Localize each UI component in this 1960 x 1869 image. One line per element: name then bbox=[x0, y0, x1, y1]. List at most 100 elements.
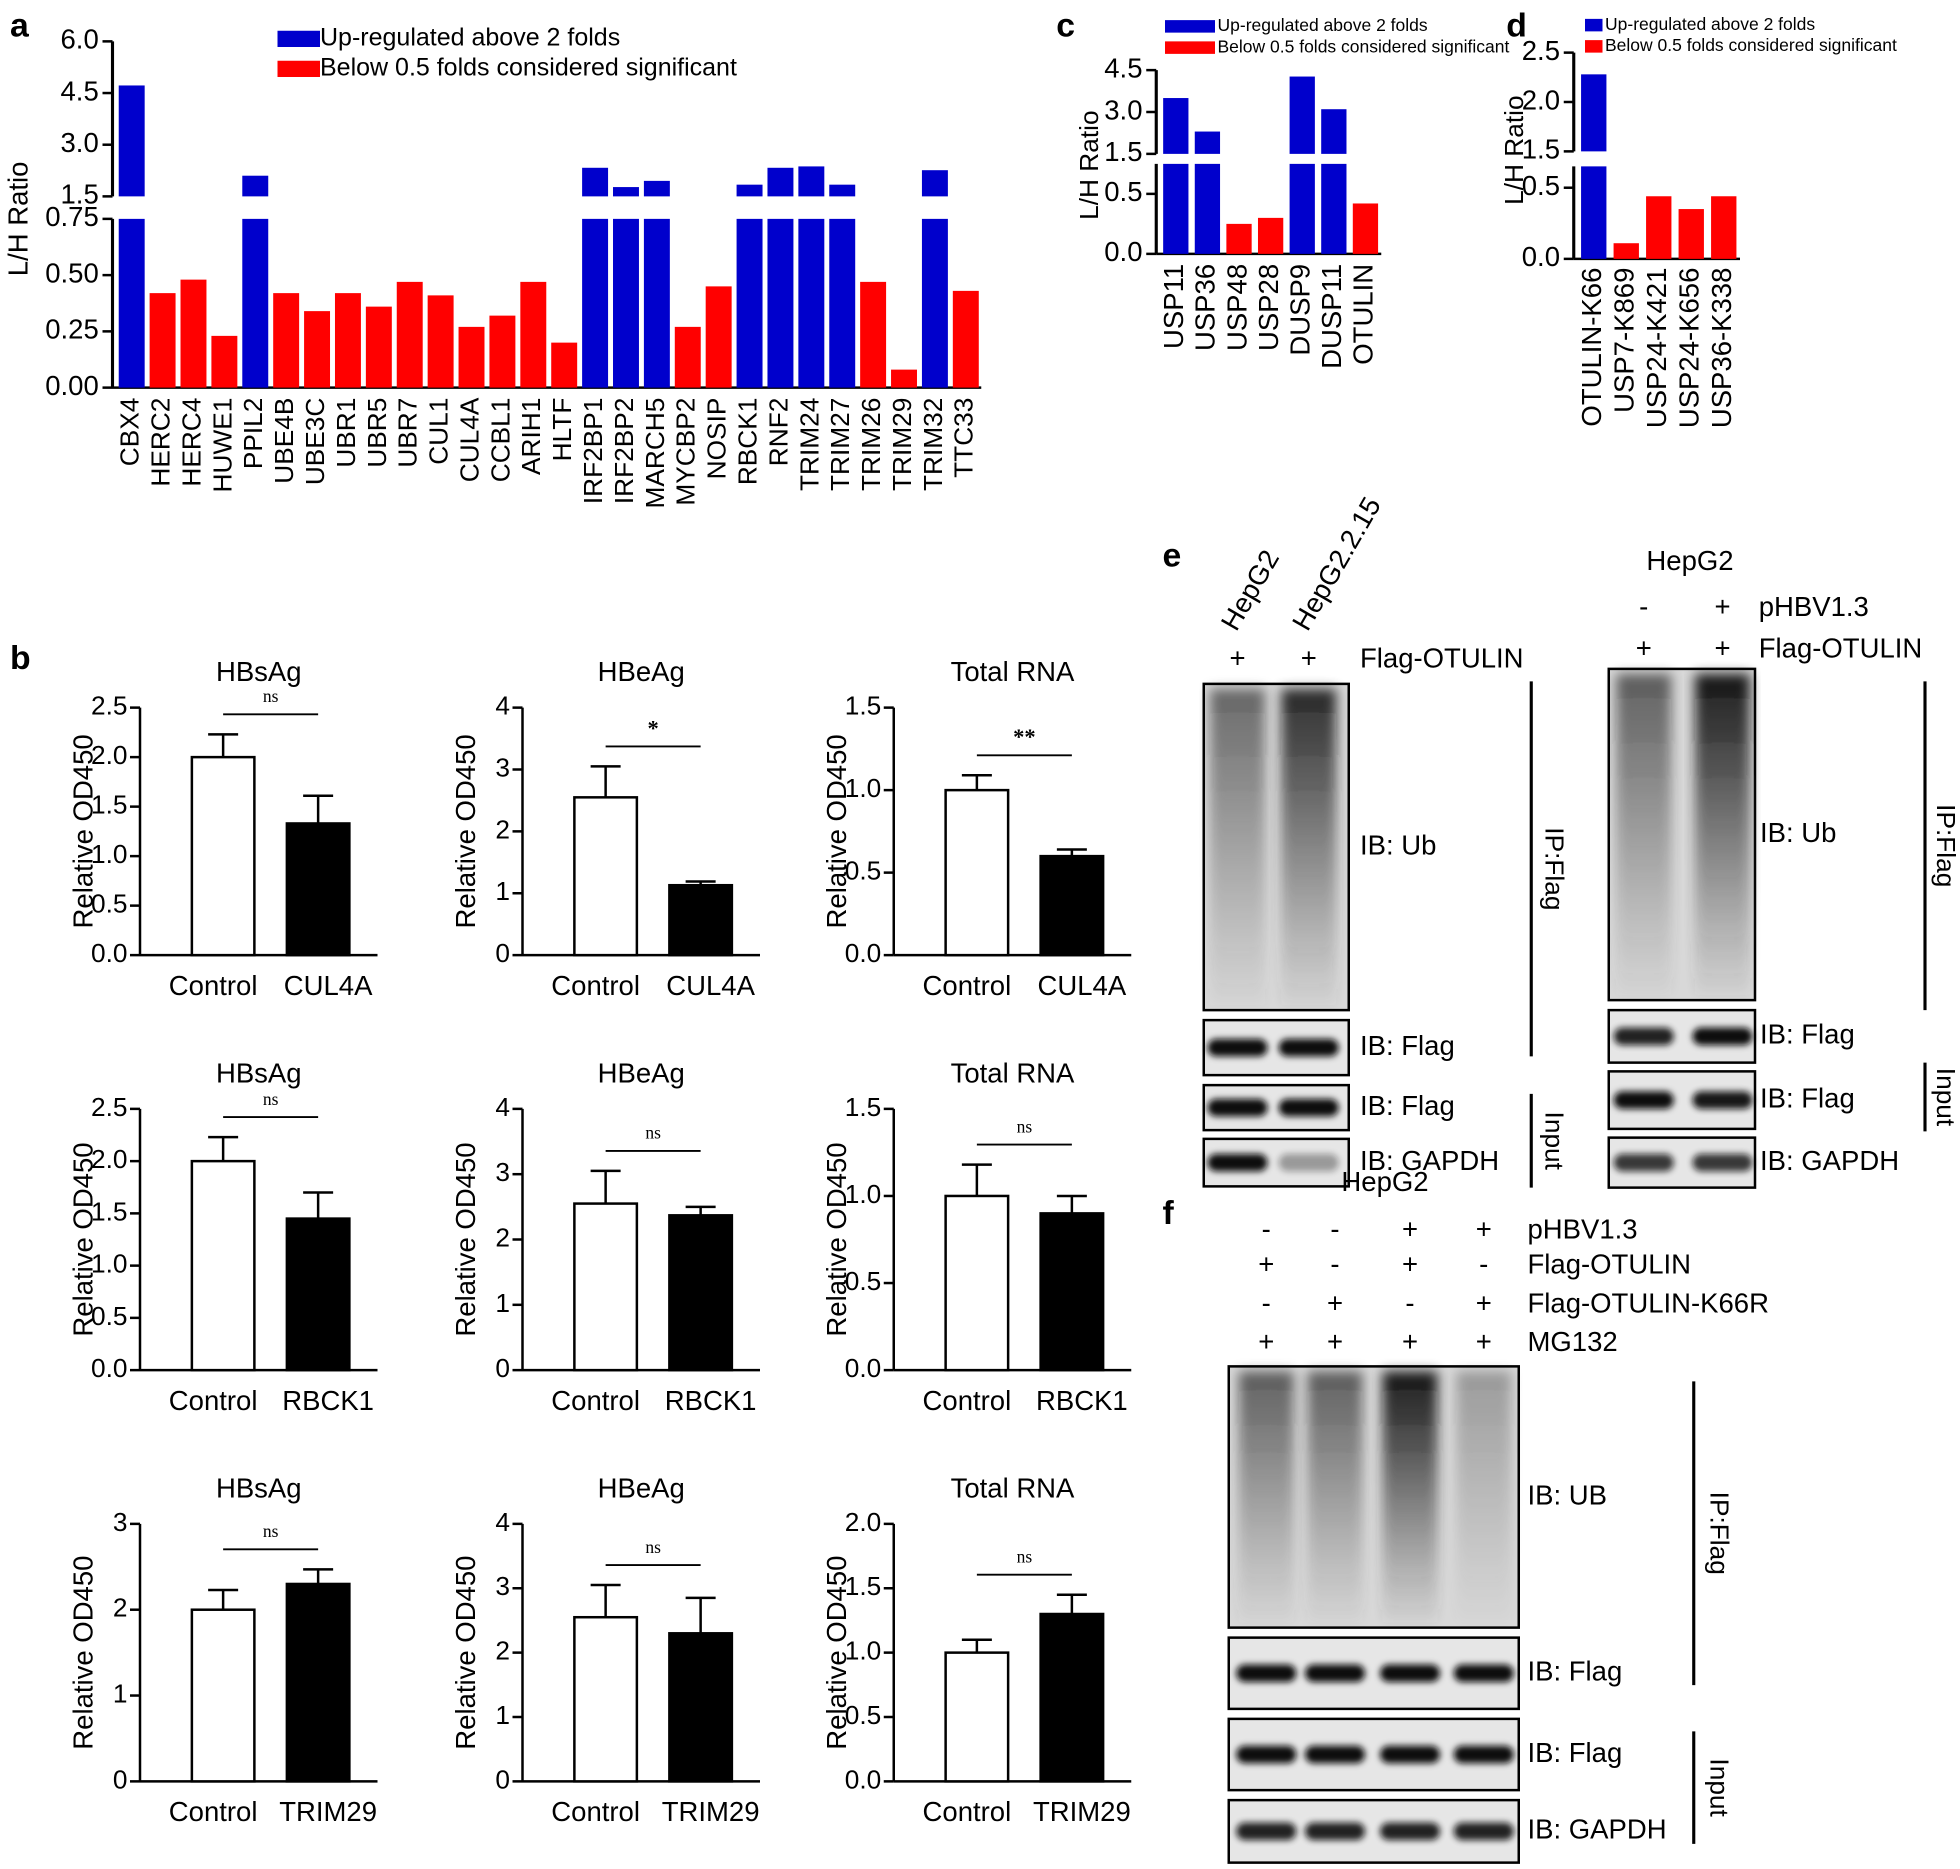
y-axis-label: Relative OD450 bbox=[821, 734, 852, 928]
x-tick-label: IRF2BP1 bbox=[578, 398, 608, 505]
x-tick-label: HUWE1 bbox=[207, 398, 237, 493]
sign: + bbox=[1476, 1326, 1492, 1357]
x-tick-label: TRIM29 bbox=[887, 398, 917, 491]
y-tick-label: 1.5 bbox=[845, 1571, 882, 1601]
y-tick-label: 0.25 bbox=[45, 314, 99, 345]
legend-swatch bbox=[1585, 18, 1603, 32]
bar bbox=[285, 1217, 351, 1372]
y-tick-label: 4 bbox=[495, 1507, 510, 1537]
y-axis-label: Relative OD450 bbox=[821, 1556, 852, 1750]
bar bbox=[573, 1615, 639, 1783]
y-tick-label: 1.0 bbox=[91, 1249, 128, 1279]
protein-band bbox=[1207, 1153, 1268, 1172]
y-tick-label: 1.5 bbox=[1104, 136, 1142, 167]
sign: + bbox=[1476, 1214, 1492, 1245]
x-tick-label: USP24-K421 bbox=[1641, 268, 1672, 429]
y-tick-label: 2.5 bbox=[91, 691, 128, 721]
bar-upper bbox=[798, 166, 825, 197]
significance-label: ns bbox=[263, 686, 279, 706]
sign: + bbox=[1402, 1214, 1418, 1245]
bar bbox=[190, 1159, 256, 1372]
condition-label: Flag-OTULIN bbox=[1360, 642, 1524, 673]
x-tick-label: UBR5 bbox=[362, 398, 392, 468]
sign: + bbox=[1714, 632, 1730, 663]
sign: + bbox=[1636, 632, 1652, 663]
sign: + bbox=[1476, 1287, 1492, 1318]
legend-swatch bbox=[1165, 20, 1215, 33]
y-tick-label: 0.5 bbox=[1522, 170, 1560, 201]
chart-title: Total RNA bbox=[951, 1472, 1075, 1503]
x-tick-label: Control bbox=[551, 1385, 640, 1416]
x-tick-label: TRIM26 bbox=[856, 398, 886, 491]
bar bbox=[1646, 196, 1672, 259]
blot-label: IB: GAPDH bbox=[1760, 1145, 1899, 1176]
bar-lower bbox=[829, 218, 856, 388]
bar bbox=[285, 822, 351, 957]
protein-band bbox=[1305, 1822, 1365, 1841]
y-tick-label: 2.0 bbox=[1522, 84, 1560, 115]
group-label: IP:Flag bbox=[1705, 1492, 1735, 1575]
chart-title: HBsAg bbox=[216, 1057, 302, 1088]
y-tick-label: 1.5 bbox=[91, 790, 128, 820]
x-tick-label: USP28 bbox=[1253, 264, 1284, 351]
y-axis-label: Relative OD450 bbox=[67, 1142, 98, 1336]
y-tick-label: 2 bbox=[113, 1593, 128, 1623]
x-tick-label: Control bbox=[169, 970, 258, 1001]
y-tick-label: 1 bbox=[495, 1288, 510, 1318]
y-tick-label: 1.0 bbox=[845, 1179, 882, 1209]
bar bbox=[860, 281, 887, 388]
bar-lower bbox=[1581, 166, 1607, 259]
bar bbox=[365, 306, 392, 388]
bar bbox=[1257, 217, 1284, 254]
bar-upper bbox=[118, 85, 145, 197]
significance-label: * bbox=[648, 715, 659, 740]
y-tick-label: 1 bbox=[495, 876, 510, 906]
x-tick-label: TRIM32 bbox=[918, 398, 948, 491]
y-tick-label: 2.5 bbox=[1522, 35, 1560, 66]
y-tick-label: 4 bbox=[495, 1092, 510, 1122]
cell-label: HepG2 bbox=[1646, 545, 1733, 576]
y-tick-label: 2 bbox=[495, 814, 510, 844]
y-tick-label: 0.5 bbox=[91, 889, 128, 919]
y-tick-label: 3 bbox=[113, 1507, 128, 1537]
bar bbox=[1039, 1212, 1105, 1372]
bar-lower bbox=[921, 218, 948, 388]
x-tick-label: USP11 bbox=[1158, 264, 1189, 349]
y-tick-label: 0.5 bbox=[845, 856, 882, 886]
protein-band bbox=[1380, 1664, 1440, 1682]
sign: - bbox=[1479, 1249, 1488, 1280]
sign: - bbox=[1262, 1214, 1271, 1245]
group-label: Input bbox=[1705, 1758, 1735, 1817]
bar-upper bbox=[1289, 76, 1315, 154]
sign: + bbox=[1327, 1326, 1343, 1357]
panel-label: b bbox=[10, 639, 31, 677]
significance-label: ns bbox=[263, 1089, 279, 1109]
protein-band bbox=[1613, 1091, 1674, 1109]
protein-band bbox=[1236, 1664, 1297, 1682]
lane-label: HepG2.2.15 bbox=[1286, 492, 1387, 636]
chart-title: HBeAg bbox=[598, 656, 685, 687]
sign: + bbox=[1402, 1326, 1418, 1357]
significance-label: ** bbox=[1013, 724, 1036, 749]
legend-swatch bbox=[1165, 41, 1215, 54]
cell-label: HepG2 bbox=[1341, 1166, 1428, 1197]
y-tick-label: 1.5 bbox=[1522, 134, 1560, 165]
protein-band bbox=[1236, 1745, 1297, 1764]
bar bbox=[149, 293, 176, 388]
bar bbox=[944, 1651, 1010, 1783]
bar bbox=[705, 286, 732, 388]
bar-upper bbox=[921, 170, 948, 197]
bar bbox=[334, 293, 361, 388]
y-tick-label: 2 bbox=[495, 1222, 510, 1252]
bar bbox=[944, 788, 1010, 957]
panel-label: f bbox=[1163, 1194, 1175, 1232]
ub-smear bbox=[1456, 1371, 1512, 1623]
bar-lower bbox=[736, 218, 763, 388]
protein-band bbox=[1278, 1153, 1339, 1172]
protein-band bbox=[1613, 1153, 1674, 1172]
ub-smear bbox=[1307, 1371, 1363, 1623]
y-tick-label: 0 bbox=[495, 1353, 510, 1383]
panel-label: c bbox=[1056, 7, 1075, 45]
significance-label: ns bbox=[1017, 1546, 1033, 1566]
